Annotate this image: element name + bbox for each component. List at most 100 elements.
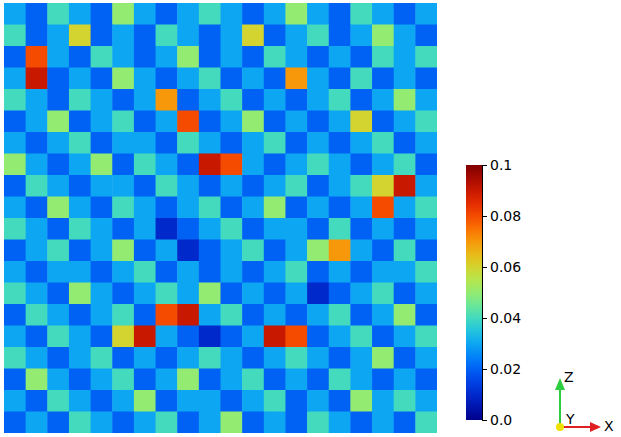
- tick-label: 0.02: [490, 361, 521, 377]
- cell: [242, 3, 264, 25]
- cell: [4, 132, 26, 154]
- color-axis: 0.00.020.040.060.080.1: [482, 157, 521, 428]
- x-axis-arrow: [560, 426, 592, 428]
- cell: [394, 240, 416, 262]
- cell: [415, 261, 437, 283]
- cell: [112, 175, 134, 197]
- cell: [156, 89, 178, 111]
- cell: [199, 261, 221, 283]
- cell: [26, 175, 48, 197]
- tick: 0.1: [482, 157, 512, 173]
- cell: [307, 46, 329, 68]
- cell: [177, 304, 199, 326]
- cell: [91, 89, 113, 111]
- cell: [350, 326, 372, 348]
- cell: [307, 3, 329, 25]
- cell: [415, 154, 437, 176]
- cell: [134, 132, 156, 154]
- cell: [199, 304, 221, 326]
- cell: [26, 390, 48, 412]
- cell: [221, 132, 243, 154]
- cell: [329, 326, 351, 348]
- cell: [4, 347, 26, 369]
- cell: [307, 261, 329, 283]
- cell: [26, 46, 48, 68]
- cell: [69, 25, 91, 47]
- cell: [372, 412, 394, 434]
- cell: [415, 412, 437, 434]
- cell: [221, 3, 243, 25]
- cell: [307, 369, 329, 391]
- cell: [350, 304, 372, 326]
- cell: [91, 3, 113, 25]
- cell: [26, 240, 48, 262]
- cell: [69, 326, 91, 348]
- cell: [4, 25, 26, 47]
- tick-mark: [482, 267, 487, 268]
- cell: [91, 390, 113, 412]
- cell: [134, 326, 156, 348]
- chart: 0.00.020.040.060.080.1ZYX: [0, 0, 621, 437]
- cell: [329, 197, 351, 219]
- cell: [91, 412, 113, 434]
- cell: [134, 111, 156, 133]
- cell: [199, 390, 221, 412]
- cell: [69, 218, 91, 240]
- cell: [47, 3, 69, 25]
- cell: [350, 46, 372, 68]
- cell: [285, 25, 307, 47]
- cell: [47, 68, 69, 90]
- cell: [264, 175, 286, 197]
- cell: [242, 390, 264, 412]
- cell: [329, 132, 351, 154]
- cell: [264, 25, 286, 47]
- cell: [329, 390, 351, 412]
- cell: [69, 261, 91, 283]
- cell: [394, 218, 416, 240]
- cell: [329, 3, 351, 25]
- cell: [4, 283, 26, 305]
- cell: [134, 347, 156, 369]
- cell: [372, 347, 394, 369]
- cell: [242, 154, 264, 176]
- cell: [156, 412, 178, 434]
- cell: [307, 68, 329, 90]
- cell: [394, 25, 416, 47]
- cell: [4, 154, 26, 176]
- cell: [69, 111, 91, 133]
- cell: [134, 261, 156, 283]
- cell: [199, 283, 221, 305]
- cell: [394, 68, 416, 90]
- tick-mark: [482, 318, 487, 319]
- cell: [415, 240, 437, 262]
- cell: [156, 240, 178, 262]
- cell: [4, 240, 26, 262]
- cell: [372, 369, 394, 391]
- cell: [307, 132, 329, 154]
- cell: [264, 111, 286, 133]
- cell: [264, 326, 286, 348]
- cell: [221, 68, 243, 90]
- cell: [415, 347, 437, 369]
- cell: [156, 46, 178, 68]
- cell: [242, 197, 264, 219]
- tick-mark: [482, 369, 487, 370]
- cell: [199, 175, 221, 197]
- cell: [350, 369, 372, 391]
- cell: [394, 46, 416, 68]
- cell: [242, 175, 264, 197]
- cell: [199, 68, 221, 90]
- cell: [415, 68, 437, 90]
- cell: [350, 111, 372, 133]
- cell: [329, 25, 351, 47]
- cell: [415, 111, 437, 133]
- cell: [415, 390, 437, 412]
- cell: [199, 111, 221, 133]
- cell: [242, 283, 264, 305]
- cell: [285, 283, 307, 305]
- y-axis-dot: [556, 423, 564, 431]
- cell: [329, 154, 351, 176]
- tick: 0.06: [482, 259, 521, 275]
- cell: [285, 326, 307, 348]
- cell: [26, 68, 48, 90]
